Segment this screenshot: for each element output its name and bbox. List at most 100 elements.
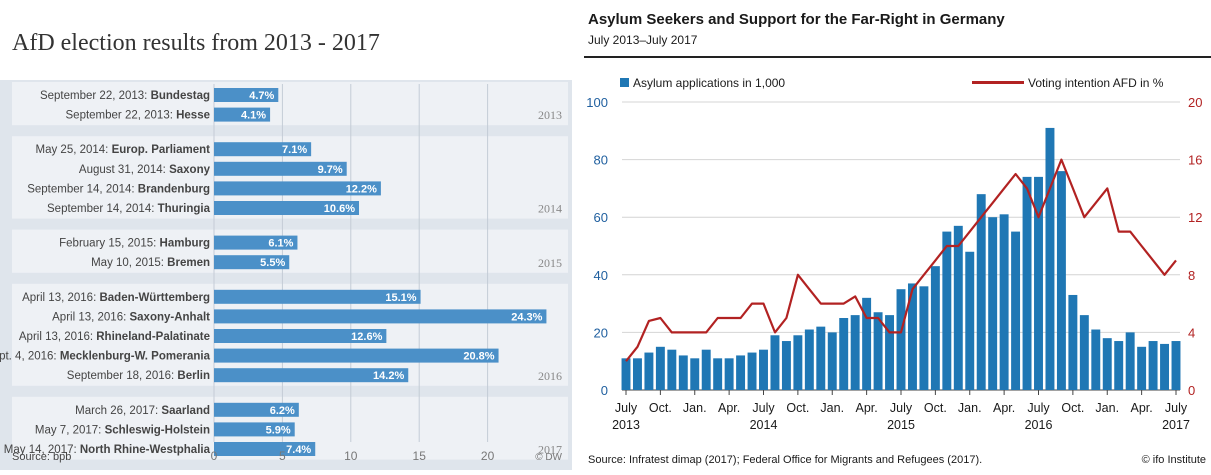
y-right-tick-label: 20 <box>1188 95 1202 110</box>
row-label: September 22, 2013: Bundestag <box>40 90 210 102</box>
asylum-bar <box>827 332 837 390</box>
y-left-tick-label: 100 <box>586 95 608 110</box>
row-label: September 18, 2016: Berlin <box>67 370 210 382</box>
y-left-tick-label: 20 <box>594 325 608 340</box>
bar-value-label: 7.4% <box>286 444 311 456</box>
group-year-label: 2016 <box>538 369 562 383</box>
row-label: September 14, 2014: Thuringia <box>47 203 211 215</box>
bar-value-label: 4.1% <box>241 110 266 122</box>
bar-brandenburg <box>214 181 381 196</box>
afd-election-results-panel: AfD election results from 2013 - 2017 4.… <box>0 0 572 470</box>
x-tick-label: 5 <box>279 449 286 463</box>
row-place: Saxony-Anhalt <box>129 311 210 323</box>
x-tick-month: July <box>1165 401 1188 415</box>
asylum-bar <box>1114 341 1124 390</box>
x-tick-month: Oct. <box>924 401 947 415</box>
row-place: Hesse <box>176 110 210 122</box>
row-date: September 22, 2013: <box>66 110 177 122</box>
asylum-bar <box>1125 332 1135 390</box>
bar-hamburg <box>214 235 298 250</box>
asylum-bar <box>701 349 711 390</box>
row-date: September 18, 2016: <box>67 370 178 382</box>
y-right-tick-label: 4 <box>1188 325 1195 340</box>
group-year-label: 2014 <box>538 202 562 216</box>
row-place: Bremen <box>167 257 210 269</box>
row-place: Brandenburg <box>138 183 210 195</box>
asylum-bar <box>1160 343 1170 390</box>
row-date: April 13, 2016: <box>52 311 129 323</box>
legend-asylum-swatch <box>620 78 629 87</box>
asylum-far-right-panel: Asylum Seekers and Support for the Far-R… <box>584 0 1211 470</box>
asylum-bar <box>621 358 631 390</box>
x-tick-year: 2017 <box>1162 418 1190 432</box>
row-date: May 14, 2017: <box>4 444 80 456</box>
row-label: September 14, 2014: Brandenburg <box>27 183 210 195</box>
bar-saxony-anhalt <box>214 309 547 324</box>
row-date: March 26, 2017: <box>75 405 161 417</box>
bar-baden-w-rttemberg <box>214 289 421 304</box>
bar-value-label: 4.7% <box>249 90 274 102</box>
x-tick-year: 2016 <box>1025 418 1053 432</box>
row-place: Baden-Württemberg <box>99 292 210 304</box>
asylum-bar <box>655 346 665 390</box>
row-place: Thuringia <box>158 203 211 215</box>
row-label: May 10, 2015: Bremen <box>91 257 210 269</box>
row-date: February 15, 2015: <box>59 238 159 250</box>
bar-rhineland-palatinate <box>214 329 387 343</box>
bar-north-rhine-westphalia <box>214 442 316 456</box>
row-label: April 13, 2016: Baden-Württemberg <box>22 292 210 304</box>
x-tick-month: Jan. <box>1095 401 1119 415</box>
asylum-bar <box>930 266 940 390</box>
y-left-tick-label: 40 <box>594 268 608 283</box>
asylum-bar <box>999 214 1009 390</box>
x-tick-month: July <box>1027 401 1050 415</box>
group-band-2013 <box>12 82 568 126</box>
asylum-bar <box>690 358 700 390</box>
asylum-bar <box>1091 329 1101 390</box>
row-place: North Rhine-Westphalia <box>80 444 211 456</box>
bar-value-label: 24.3% <box>511 311 542 323</box>
bar-value-label: 20.8% <box>463 351 494 363</box>
row-date: Sept. 4, 2016: <box>0 351 60 363</box>
x-tick-month: Oct. <box>786 401 809 415</box>
bar-value-label: 6.2% <box>270 405 295 417</box>
row-date: May 10, 2015: <box>91 257 167 269</box>
y-left-tick-label: 0 <box>601 383 608 398</box>
y-right-tick-label: 16 <box>1188 153 1202 168</box>
asylum-bar <box>919 286 929 390</box>
x-tick-month: July <box>752 401 775 415</box>
row-date: August 31, 2014: <box>79 164 169 176</box>
x-tick-month: Apr. <box>1131 401 1153 415</box>
row-label: April 13, 2016: Rhineland-Palatinate <box>19 331 210 343</box>
asylum-bar <box>1102 338 1112 390</box>
asylum-far-right-chart: Asylum Seekers and Support for the Far-R… <box>584 0 1211 470</box>
row-place: Mecklenburg-W. Pomerania <box>60 351 211 363</box>
row-date: May 7, 2017: <box>35 424 105 436</box>
asylum-bar <box>747 352 757 390</box>
row-place: Rhineland-Palatinate <box>96 331 210 343</box>
asylum-bar <box>896 289 906 390</box>
row-date: April 13, 2016: <box>19 331 96 343</box>
afd-election-results-chart: AfD election results from 2013 - 2017 4.… <box>0 0 572 470</box>
x-tick-month: Jan. <box>958 401 982 415</box>
x-tick-label: 0 <box>211 449 218 463</box>
asylum-bar <box>1056 171 1066 390</box>
asylum-bar <box>839 318 849 390</box>
left-source-note: Source: bpb <box>12 451 71 463</box>
asylum-bar <box>1079 315 1089 390</box>
bar-saxony <box>214 161 347 176</box>
asylum-bar <box>850 315 860 390</box>
bar-hesse <box>214 107 271 122</box>
row-label: February 15, 2015: Hamburg <box>59 238 210 250</box>
row-date: September 14, 2014: <box>27 183 138 195</box>
y-left-tick-label: 60 <box>594 210 608 225</box>
bar-bundestag <box>214 88 279 102</box>
y-right-tick-label: 8 <box>1188 268 1195 283</box>
row-place: Hamburg <box>160 238 210 250</box>
x-tick-month: Apr. <box>718 401 740 415</box>
bar-saarland <box>214 402 299 417</box>
row-place: Europ. Parliament <box>112 144 211 156</box>
asylum-bar <box>793 335 803 390</box>
asylum-bar <box>1034 176 1043 390</box>
right-source-note: Source: Infratest dimap (2017); Federal … <box>588 454 982 466</box>
